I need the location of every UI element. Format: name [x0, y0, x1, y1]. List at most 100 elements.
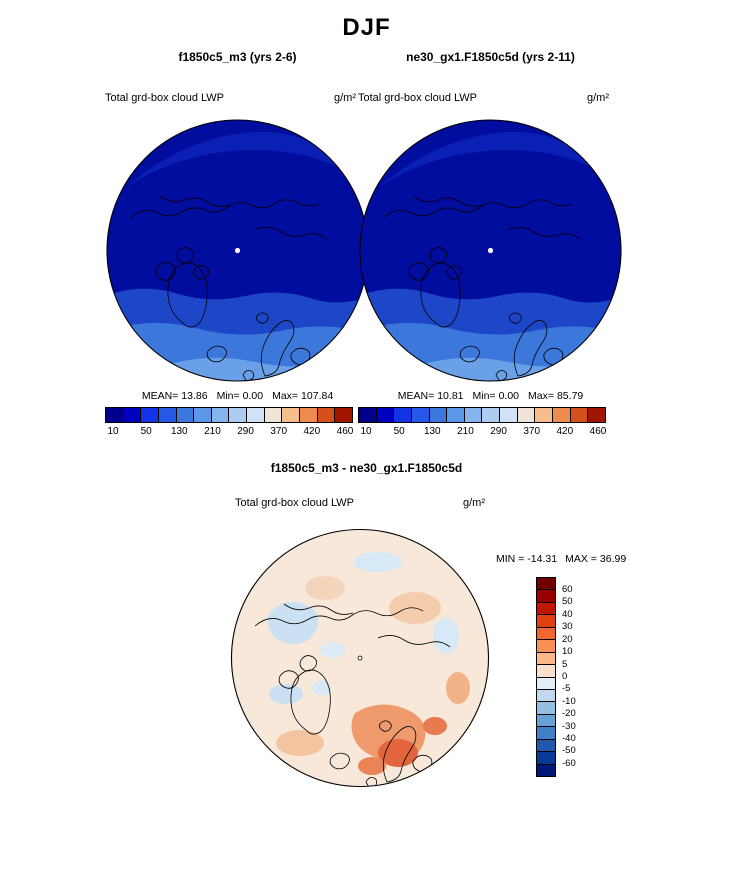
lwp-colorbar-right: [358, 407, 606, 423]
colorbar-segment: [410, 408, 429, 422]
lwp-map-right: [358, 118, 623, 383]
colorbar-tick-label: 370: [523, 426, 541, 437]
min-value: 0.00: [242, 390, 264, 402]
colorbar-segment: [499, 408, 517, 422]
panel-left-stats: MEAN= 13.86 Min= 0.00 Max= 107.84: [105, 390, 370, 402]
panel-left-field-row: Total grd-box cloud LWP g/m²: [105, 92, 370, 104]
colorbar-segment: [175, 408, 194, 422]
diff-units-label: g/m²: [463, 497, 485, 509]
colorbar-segment: [122, 408, 141, 422]
colorbar-segment: [210, 408, 229, 422]
colorbar-tick-label: 10: [107, 426, 119, 437]
diff-colorbar-labels: 60 50 40 30 20 10 5 0 -5 -10 -20 -30 -40 -50 -60: [562, 585, 576, 769]
colorbar-segment: [193, 408, 211, 422]
colorbar-tick-label: 460: [336, 426, 354, 437]
colorbar-segment: [537, 751, 555, 764]
colorbar-segment: [140, 408, 158, 422]
panel-left-units-label: g/m²: [334, 92, 356, 104]
max-label: Max=: [272, 390, 299, 402]
page-title: DJF: [342, 14, 391, 41]
lwp-colorbar-ticks-left: 10 50 130 210 290 370 420 460: [101, 426, 357, 437]
colorbar-segment: [375, 408, 394, 422]
colorbar-segment: [537, 726, 555, 739]
mean-value: 13.86: [181, 390, 208, 402]
colorbar-tick-label: 10: [562, 646, 573, 658]
colorbar-segment: [537, 688, 555, 702]
colorbar-segment: [316, 408, 335, 422]
colorbar-tick-label: 130: [423, 426, 441, 437]
diff-title: f1850c5_m3 - ne30_gx1.F1850c5d: [270, 461, 463, 475]
colorbar-tick-label: 460: [589, 426, 607, 437]
panel-left-subtitle: f1850c5_m3 (yrs 2-6): [178, 50, 297, 64]
max-value: 85.79: [556, 390, 584, 402]
lwp-map-left: [105, 118, 370, 383]
colorbar-segment: [463, 408, 482, 422]
colorbar-segment: [428, 408, 447, 422]
colorbar-tick-label: 40: [562, 608, 573, 620]
max-value: 107.84: [301, 390, 334, 402]
colorbar-tick-label: 50: [562, 596, 573, 608]
panel-left: f1850c5_m3 (yrs 2-6) Total grd-box cloud…: [105, 50, 370, 437]
colorbar-segment: [537, 664, 555, 677]
colorbar-segment: [481, 408, 500, 422]
colorbar-segment: [393, 408, 411, 422]
colorbar-segment: [106, 408, 123, 422]
panel-right-stats: MEAN= 10.81 Min= 0.00 Max= 85.79: [358, 390, 623, 402]
colorbar-tick-label: 210: [457, 426, 474, 437]
colorbar-tick-label: -5: [562, 683, 571, 695]
colorbar-segment: [537, 601, 555, 615]
colorbar-tick-label: 0: [562, 670, 568, 682]
colorbar-segment: [157, 408, 176, 422]
colorbar-segment: [587, 408, 605, 422]
colorbar-tick-label: 20: [562, 633, 573, 645]
colorbar-segment: [359, 408, 376, 422]
diff-min-label: MIN =: [496, 553, 525, 565]
mean-label: MEAN=: [397, 390, 435, 402]
colorbar-tick-label: 5: [562, 658, 568, 670]
diff-colorbar: [536, 577, 556, 777]
panel-left-field-label: Total grd-box cloud LWP: [105, 92, 225, 104]
colorbar-tick-label: 420: [556, 426, 574, 437]
colorbar-segment: [299, 408, 317, 422]
colorbar-segment: [537, 701, 555, 714]
diff-max-value: 36.99: [599, 553, 627, 565]
colorbar-segment: [516, 408, 535, 422]
lwp-colorbar-left: [105, 407, 353, 423]
colorbar-tick-label: 10: [360, 426, 372, 437]
panel-right: ne30_gx1.F1850c5d (yrs 2-11) Total grd-b…: [358, 50, 623, 437]
panel-right-field-label: Total grd-box cloud LWP: [358, 92, 478, 104]
panel-right-field-row: Total grd-box cloud LWP g/m²: [358, 92, 623, 104]
colorbar-segment: [281, 408, 300, 422]
colorbar-tick-label: 210: [204, 426, 221, 437]
colorbar-segment: [537, 639, 555, 652]
colorbar-segment: [537, 763, 555, 776]
colorbar-segment: [263, 408, 282, 422]
colorbar-segment: [228, 408, 247, 422]
colorbar-tick-label: -10: [562, 695, 576, 707]
colorbar-tick-label: -50: [562, 745, 576, 757]
colorbar-segment: [537, 626, 555, 640]
colorbar-segment: [537, 614, 555, 627]
diff-field-row: Total grd-box cloud LWP g/m²: [235, 497, 485, 509]
colorbar-segment: [552, 408, 570, 422]
colorbar-segment: [537, 713, 555, 727]
colorbar-tick-label: 290: [490, 426, 507, 437]
colorbar-tick-label: -40: [562, 733, 576, 745]
lwp-colorbar-ticks-right: 10 50 130 210 290 370 420 460: [354, 426, 610, 437]
colorbar-tick-label: 130: [170, 426, 188, 437]
colorbar-tick-label: 370: [270, 426, 288, 437]
colorbar-tick-label: 50: [393, 426, 405, 437]
colorbar-segment: [334, 408, 352, 422]
mean-label: MEAN=: [141, 390, 179, 402]
colorbar-segment: [446, 408, 464, 422]
colorbar-segment: [537, 578, 555, 590]
min-value: 0.00: [498, 390, 519, 402]
colorbar-segment: [569, 408, 588, 422]
colorbar-segment: [537, 676, 555, 689]
diff-range-label: MIN = -14.31 MAX = 36.99: [496, 553, 634, 565]
colorbar-tick-label: 30: [562, 621, 573, 633]
colorbar-tick-label: 290: [237, 426, 254, 437]
diff-min-value: -14.31: [527, 553, 558, 565]
min-label: Min=: [216, 390, 240, 402]
colorbar-tick-label: -60: [562, 757, 576, 769]
